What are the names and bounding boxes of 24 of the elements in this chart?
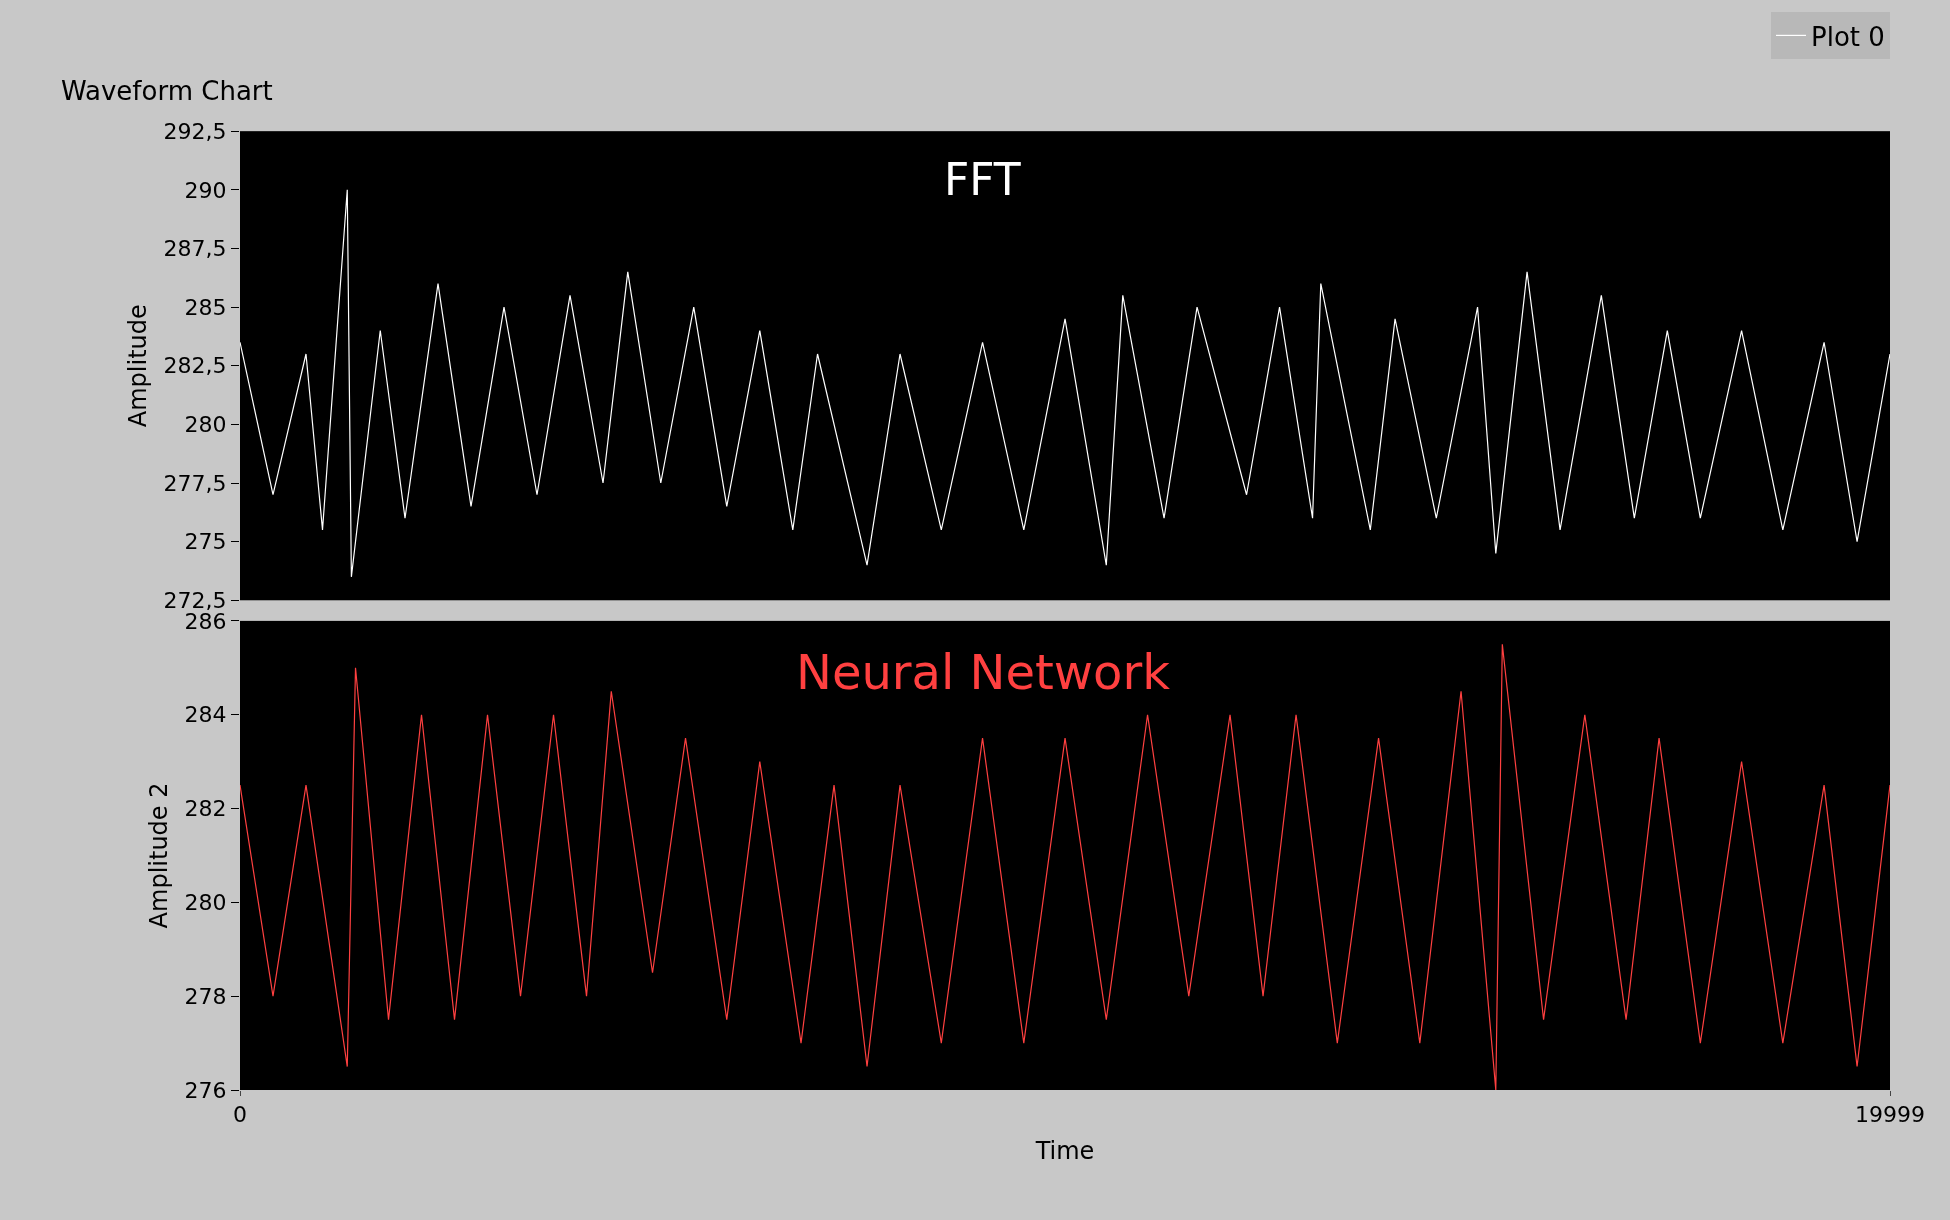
line-series [240, 643, 1890, 1090]
y-axis-title: Amplitude [123, 304, 152, 428]
annotation: Neural Network [796, 644, 1171, 700]
y-tick-label: 282 [184, 796, 227, 822]
y-tick-label: 272,5 [163, 587, 227, 613]
y-tick-label: 280 [184, 890, 227, 916]
y-tick-label: 277,5 [163, 470, 227, 496]
y-tick-label: 276 [184, 1077, 227, 1103]
y-tick-label: 280 [184, 412, 227, 438]
x-tick-label: 19999 [1855, 1102, 1925, 1128]
y-tick-label: 290 [184, 177, 227, 203]
y-tick-label: 275 [184, 529, 227, 555]
y-tick-label: 287,5 [163, 236, 227, 262]
x-axis-title: Time [1034, 1136, 1095, 1165]
chart-title: Waveform Chart [61, 76, 273, 106]
y-tick-label: 282,5 [163, 353, 227, 379]
x-tick-label: 0 [233, 1102, 247, 1128]
y-tick-label: 278 [184, 983, 227, 1009]
y-axis-title: Amplitude 2 [144, 782, 173, 929]
y-tick-label: 284 [184, 702, 227, 728]
y-tick-label: 292,5 [163, 118, 227, 144]
annotation: FFT [944, 154, 1021, 205]
y-tick-label: 285 [184, 294, 227, 320]
legend-label: Plot 0 [1811, 21, 1885, 52]
